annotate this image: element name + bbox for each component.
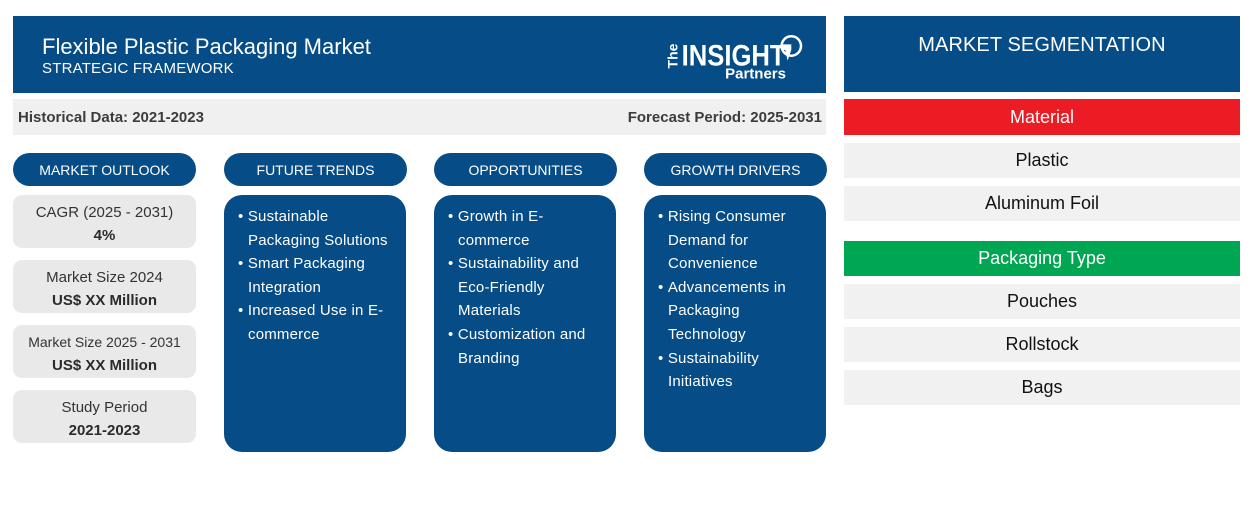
svg-text:INSIGHT: INSIGHT (682, 39, 786, 72)
svg-text:The: The (665, 43, 681, 68)
svg-text:Partners: Partners (725, 66, 786, 83)
